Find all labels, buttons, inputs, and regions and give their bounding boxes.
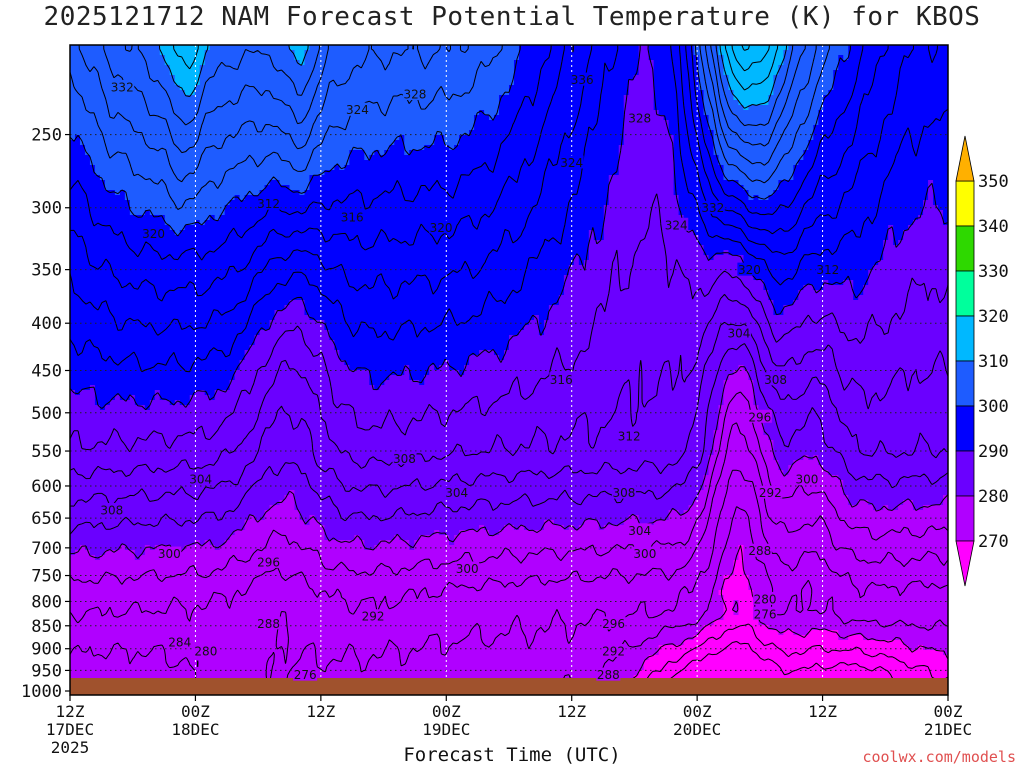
y-tick-label: 450 xyxy=(31,361,62,381)
contour-bands xyxy=(70,45,949,696)
x-tick-label: 21DEC xyxy=(924,720,972,739)
contour-label: 324 xyxy=(346,103,369,117)
x-tick-label: 00Z xyxy=(181,702,210,721)
y-tick-label: 850 xyxy=(31,617,62,637)
contour-label: 292 xyxy=(759,486,782,500)
contour-label: 276 xyxy=(294,668,317,682)
contour-label: 288 xyxy=(597,668,620,682)
contour-label: 300 xyxy=(795,473,818,487)
colorbar-tick-label: 350 xyxy=(978,172,1009,192)
colorbar-tick-label: 330 xyxy=(978,262,1009,282)
contour-label: 332 xyxy=(701,201,724,215)
contour-label: 308 xyxy=(100,503,123,517)
contour-label: 320 xyxy=(738,263,761,277)
contour-label: 312 xyxy=(816,263,839,277)
contour-label: 320 xyxy=(142,227,165,241)
colorbar-segment xyxy=(956,181,974,226)
x-tick-label: 19DEC xyxy=(422,720,470,739)
y-tick-label: 800 xyxy=(31,592,62,612)
x-tick-label: 00Z xyxy=(432,702,461,721)
contour-label: 296 xyxy=(602,617,625,631)
colorbar-arrow-top xyxy=(956,136,974,181)
x-tick-label: 20DEC xyxy=(673,720,721,739)
colorbar-tick-label: 340 xyxy=(978,217,1009,237)
contour-label: 288 xyxy=(748,544,771,558)
contour-label: 312 xyxy=(618,430,641,444)
contour-label: 280 xyxy=(754,592,777,606)
y-axis: 250 300 350 400 450 500 550 600 650 700 750 800 850 9… xyxy=(21,126,70,702)
contour-label: 280 xyxy=(194,644,217,658)
contour-label: 296 xyxy=(257,555,280,569)
y-tick-label: 650 xyxy=(31,509,62,529)
contour-label: 300 xyxy=(633,547,656,561)
contour-label: 308 xyxy=(613,486,636,500)
contour-label: 328 xyxy=(628,112,651,126)
colorbar-tick-label: 290 xyxy=(978,442,1009,462)
colorbar-segment xyxy=(956,406,974,451)
x-tick-label: 12Z xyxy=(306,702,335,721)
terrain-ground xyxy=(70,678,948,695)
colorbar-segment xyxy=(956,496,974,541)
contour-label: 308 xyxy=(764,373,787,387)
y-tick-label: 900 xyxy=(31,640,62,660)
contour-label: 320 xyxy=(430,221,453,235)
y-tick-label: 300 xyxy=(31,199,62,219)
colorbar-segment xyxy=(956,226,974,271)
x-tick-label: 17DEC xyxy=(46,720,94,739)
y-tick-label: 600 xyxy=(31,477,62,497)
colorbar: 270 280 290 300 310 320 330 340 350 xyxy=(956,136,1009,586)
y-tick-label: 950 xyxy=(31,661,62,681)
contour-label: 324 xyxy=(665,218,688,232)
colorbar-tick-label: 310 xyxy=(978,352,1009,372)
colorbar-tick-label: 300 xyxy=(978,397,1009,417)
y-tick-label: 750 xyxy=(31,567,62,587)
x-tick-label: 18DEC xyxy=(171,720,219,739)
colorbar-tick-label: 270 xyxy=(978,532,1009,552)
x-tick-label: 12Z xyxy=(56,702,85,721)
contour-label: 292 xyxy=(602,644,625,658)
x-tick-label: 12Z xyxy=(808,702,837,721)
contour-label: 312 xyxy=(257,197,280,211)
y-tick-label: 400 xyxy=(31,314,62,334)
colorbar-segment xyxy=(956,361,974,406)
contour-label: 316 xyxy=(341,211,364,225)
y-tick-label: 500 xyxy=(31,404,62,424)
contour-label: 304 xyxy=(189,473,212,487)
contour-label: 324 xyxy=(560,156,583,170)
contour-plot-area xyxy=(70,45,949,696)
y-tick-label: 350 xyxy=(31,261,62,281)
contour-label: 284 xyxy=(168,635,191,649)
x-tick-label: 00Z xyxy=(683,702,712,721)
x-tick-label: 00Z xyxy=(934,702,963,721)
y-tick-label: 700 xyxy=(31,539,62,559)
colorbar-segment xyxy=(956,271,974,316)
contour-label: 328 xyxy=(403,88,426,102)
credit-text: coolwx.com/models xyxy=(862,748,1016,766)
contour-label: 300 xyxy=(456,562,479,576)
contour-label: 276 xyxy=(754,607,777,621)
contour-label: 292 xyxy=(362,610,385,624)
y-tick-label: 250 xyxy=(31,126,62,146)
contour-label: 316 xyxy=(550,373,573,387)
contour-label: 336 xyxy=(571,73,594,87)
contour-label: 296 xyxy=(748,410,771,424)
contour-label: 304 xyxy=(727,327,750,341)
colorbar-tick-label: 320 xyxy=(978,307,1009,327)
contour-label: 332 xyxy=(111,80,134,94)
y-tick-label: 1000 xyxy=(21,682,62,702)
colorbar-segment xyxy=(956,316,974,361)
contour-label: 304 xyxy=(628,524,651,538)
y-tick-label: 550 xyxy=(31,442,62,462)
x-tick-label: 12Z xyxy=(557,702,586,721)
contour-label: 308 xyxy=(393,452,416,466)
contour-label: 300 xyxy=(158,547,181,561)
contour-label: 288 xyxy=(257,617,280,631)
colorbar-arrow-bottom xyxy=(956,541,974,586)
colorbar-segment xyxy=(956,451,974,496)
colorbar-tick-label: 280 xyxy=(978,487,1009,507)
contour-label: 304 xyxy=(445,486,468,500)
